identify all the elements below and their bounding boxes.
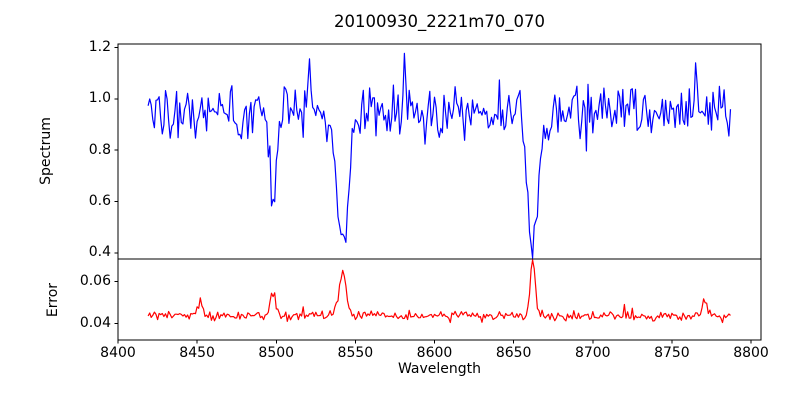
error-y-tick-label: 0.04 xyxy=(79,315,111,332)
x-axis-label: Wavelength xyxy=(397,361,482,377)
spectrum-panel xyxy=(117,43,762,260)
tick-marks xyxy=(114,46,752,344)
axes-spines xyxy=(117,43,762,341)
spectrum-y-tick-label: 0.6 xyxy=(88,193,111,210)
x-tick-label: 8800 xyxy=(733,345,769,361)
axis-tick-marks xyxy=(114,46,752,344)
error-panel xyxy=(117,258,762,341)
spectrum-y-tick-label: 0.4 xyxy=(88,244,111,261)
spectrum-y-axis-label: Spectrum xyxy=(38,117,54,185)
spectrum-y-tick-label: 1.2 xyxy=(88,38,111,55)
x-tick-label: 8400 xyxy=(100,345,136,361)
spectrum-y-tick-label: 0.8 xyxy=(88,141,111,158)
error-y-tick-label: 0.06 xyxy=(79,272,111,289)
x-tick-label: 8550 xyxy=(337,345,374,361)
spectrum-y-tick-label: 1.0 xyxy=(88,90,111,107)
x-tick-label: 8500 xyxy=(258,345,295,361)
error-line xyxy=(147,259,731,324)
x-tick-label: 8600 xyxy=(416,345,453,361)
chart-title: 20100930_2221m70_070 xyxy=(333,12,546,31)
error-y-axis-label: Error xyxy=(45,282,61,318)
x-tick-label: 8750 xyxy=(654,345,690,361)
x-tick-label: 8700 xyxy=(574,345,611,361)
x-tick-label: 8450 xyxy=(179,345,215,361)
x-tick-label: 8650 xyxy=(495,345,532,361)
spectrum-line xyxy=(147,52,732,259)
